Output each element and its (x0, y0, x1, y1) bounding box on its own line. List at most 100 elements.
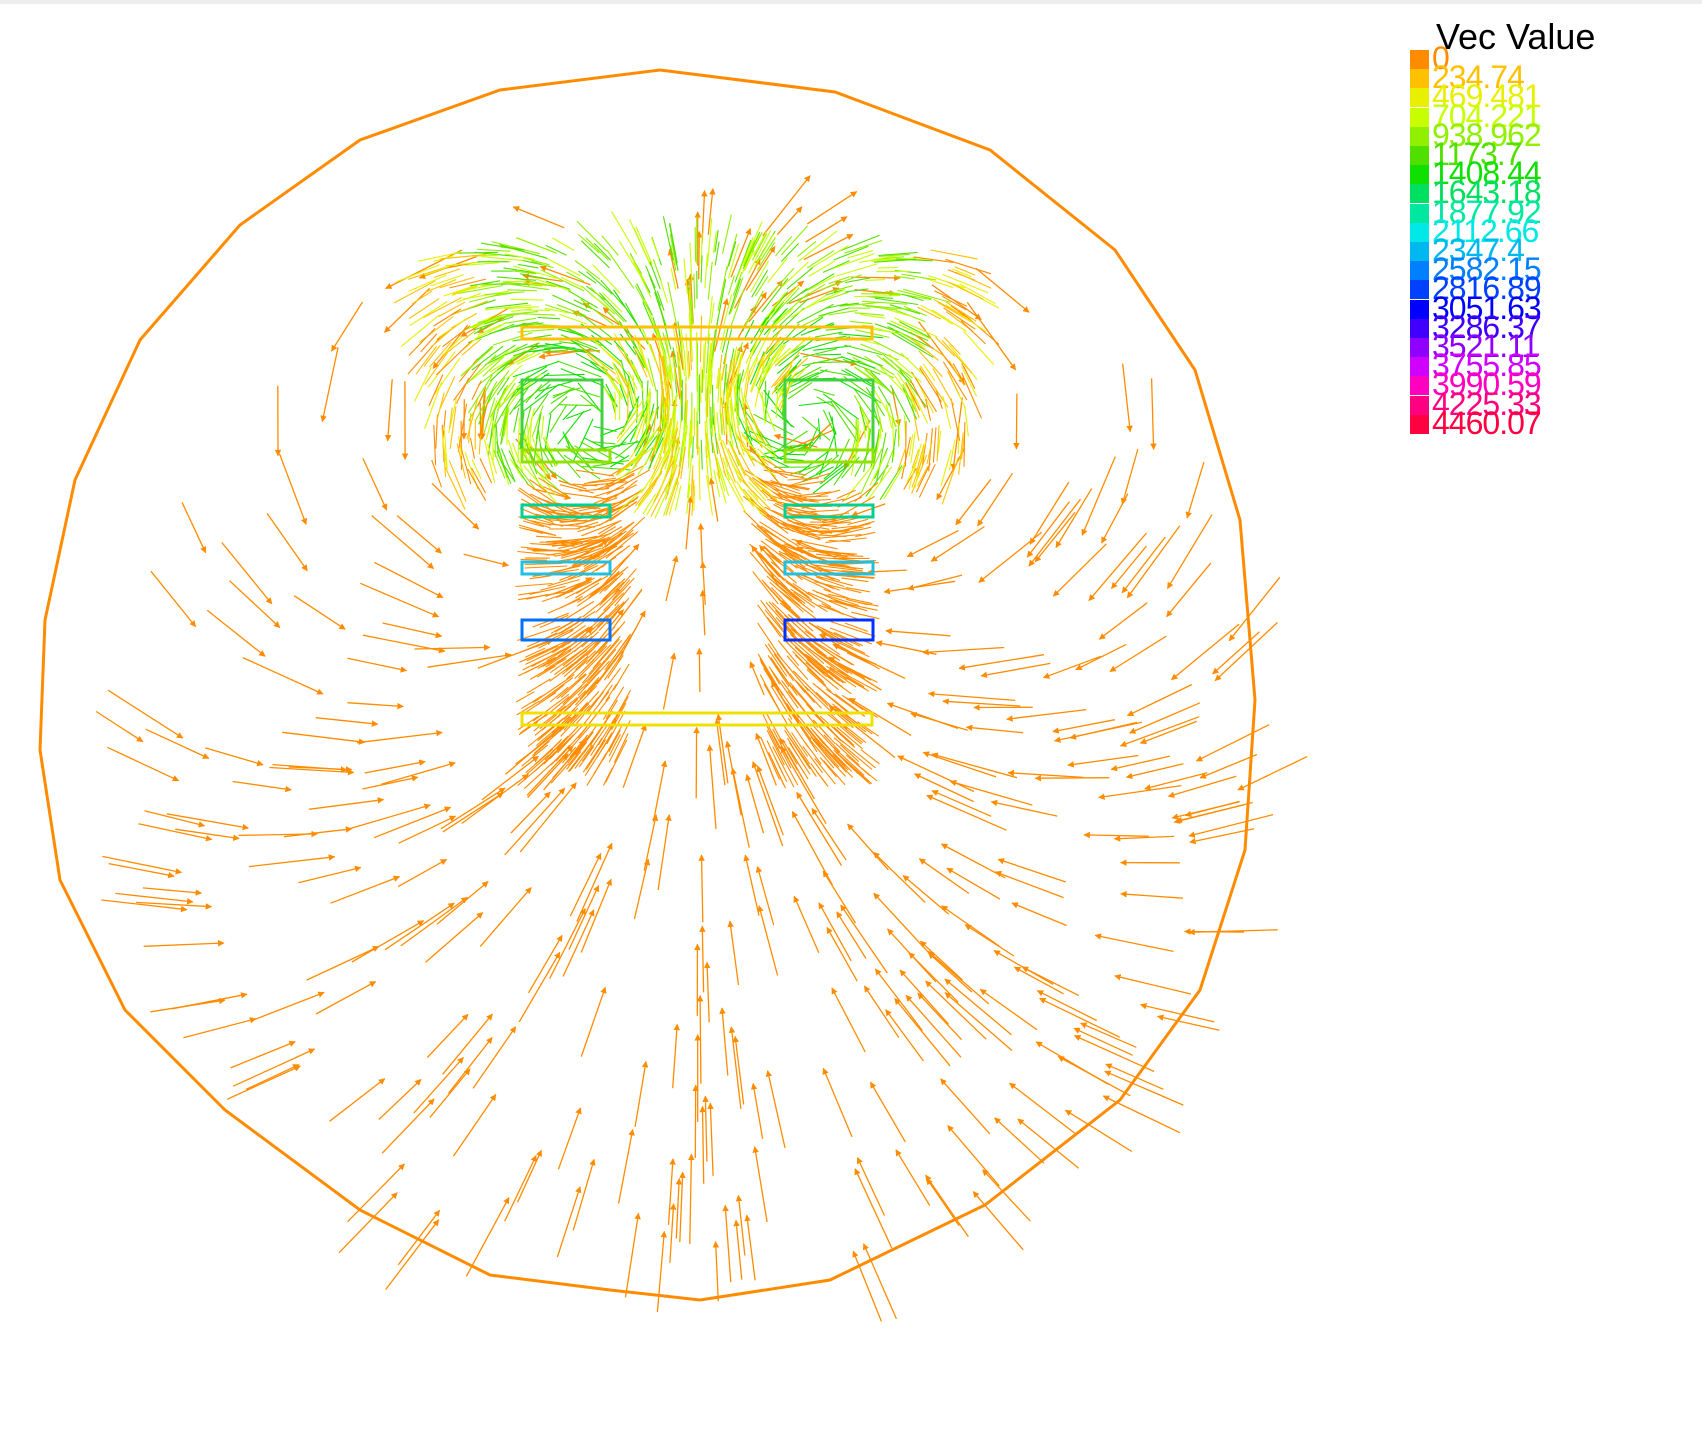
field-arrow (644, 406, 660, 448)
field-arrow (502, 463, 515, 482)
field-arrow (535, 278, 572, 292)
field-arrow (742, 440, 753, 461)
field-arrow (756, 242, 776, 271)
field-arrow (813, 388, 835, 397)
field-arrow (408, 298, 440, 319)
right-coil-1 (783, 448, 875, 464)
field-arrow (948, 439, 956, 471)
field-arrow (749, 661, 765, 696)
field-arrow (585, 739, 607, 770)
field-arrow (612, 590, 643, 629)
field-arrow (526, 342, 562, 348)
field-arrow (844, 288, 869, 293)
field-arrow (816, 686, 853, 715)
field-arrow (1007, 769, 1084, 779)
field-arrow (922, 646, 1005, 656)
field-arrow (527, 458, 557, 496)
field-arrow (596, 604, 620, 628)
field-arrow (742, 231, 761, 270)
field-arrow (806, 250, 835, 269)
field-arrow (722, 470, 747, 514)
field-arrow (465, 1197, 510, 1277)
field-arrow (942, 395, 952, 430)
field-arrow (821, 603, 844, 615)
field-arrow (787, 717, 809, 748)
field-arrow (549, 686, 569, 703)
field-arrow (703, 336, 707, 380)
field-arrow (452, 1093, 497, 1157)
field-arrow (633, 858, 651, 920)
field-arrow (945, 258, 992, 275)
field-arrow (672, 347, 678, 368)
field-arrow (521, 259, 544, 266)
field-arrow (575, 696, 599, 724)
field-arrow (1094, 933, 1174, 953)
field-arrow (558, 619, 582, 635)
field-arrow (926, 440, 933, 464)
field-arrow (447, 1036, 493, 1094)
field-arrow (523, 649, 548, 661)
field-arrow (561, 648, 594, 675)
field-arrow (791, 811, 833, 886)
field-arrow (1139, 1002, 1215, 1023)
field-arrow (919, 367, 942, 403)
field-arrow (442, 1013, 493, 1075)
field-arrow (966, 302, 1017, 371)
field-arrow (854, 366, 885, 388)
field-arrow (577, 382, 604, 415)
field-arrow (680, 446, 686, 479)
field-arrow (879, 465, 903, 501)
field-arrow (683, 349, 688, 381)
field-arrow (865, 387, 885, 417)
field-arrow (714, 230, 719, 253)
field-arrow (812, 518, 837, 521)
field-arrow (726, 469, 744, 503)
field-arrow (743, 320, 755, 341)
field-arrow (827, 713, 863, 744)
field-arrow (722, 1204, 732, 1283)
field-arrow (499, 403, 509, 437)
field-arrow (791, 528, 821, 539)
field-arrow (915, 463, 931, 493)
field-arrow (566, 674, 593, 701)
field-arrow (521, 744, 549, 767)
field-arrow (847, 249, 874, 259)
field-arrow (800, 546, 849, 555)
field-arrow (665, 334, 674, 382)
field-arrow (678, 365, 682, 388)
field-arrow (531, 405, 544, 438)
field-arrow (883, 580, 956, 595)
field-arrow (978, 531, 1043, 583)
field-arrow (863, 985, 900, 1039)
field-arrow (847, 823, 889, 871)
field-arrow (628, 370, 638, 390)
field-arrow (598, 514, 619, 527)
field-arrow (936, 425, 940, 462)
field-arrow (470, 280, 501, 287)
field-arrow (955, 478, 992, 526)
field-arrow (745, 773, 765, 834)
field-arrow (714, 298, 729, 352)
field-arrow (272, 763, 348, 773)
field-arrow (664, 354, 671, 381)
field-arrow (496, 276, 537, 281)
field-arrow (770, 482, 809, 491)
field-arrow (838, 333, 884, 339)
field-arrow (516, 700, 540, 716)
field-arrow (833, 245, 869, 261)
field-arrow (545, 304, 583, 318)
field-arrow (925, 278, 954, 289)
field-arrow (819, 463, 848, 485)
field-arrow (727, 275, 735, 295)
field-arrow (570, 537, 611, 554)
field-arrow (734, 385, 737, 413)
field-arrow (722, 457, 730, 481)
field-arrow (755, 732, 777, 786)
field-arrow (789, 672, 806, 693)
field-arrow (690, 327, 693, 362)
field-arrow (1075, 643, 1127, 671)
field-arrow (816, 553, 854, 560)
field-arrow (479, 391, 486, 440)
field-arrow (575, 650, 596, 671)
